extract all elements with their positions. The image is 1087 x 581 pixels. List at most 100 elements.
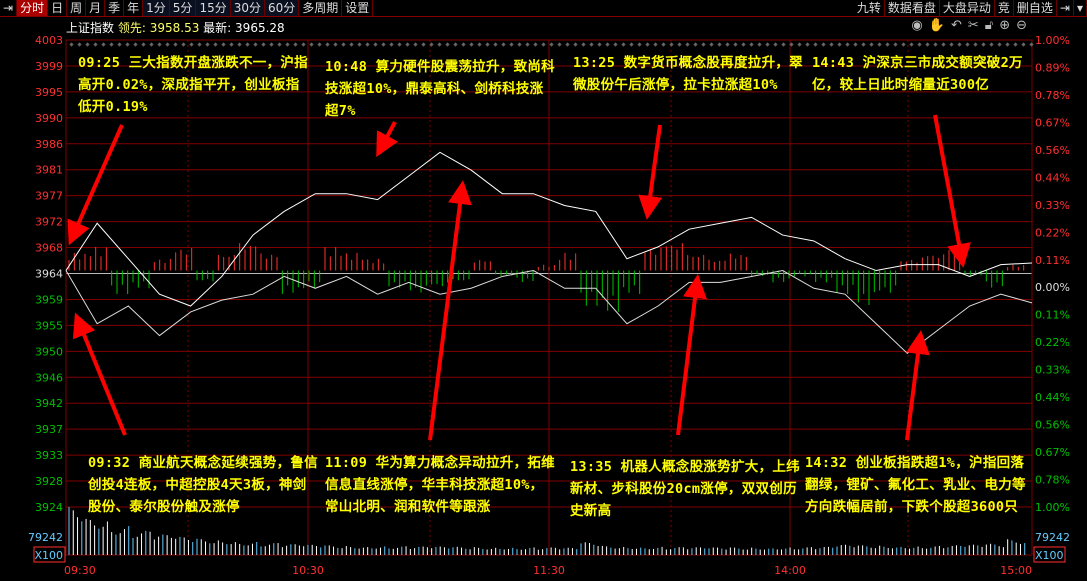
time-tick: 11:30 [533,564,565,577]
tab-settings[interactable]: 设置 [342,0,374,16]
event-marker [325,42,330,47]
pct-tick: 0.89% [1035,61,1070,74]
event-marker [981,42,986,47]
lead-label: 领先: [117,21,146,35]
expand-icon[interactable]: ⇥ [1057,0,1074,17]
tab-week[interactable]: 周 [67,0,87,16]
pct-tick: 0.78% [1035,89,1070,102]
undo-icon[interactable]: ↶ [950,18,962,33]
annotation-1335: 13:35 机器人概念股涨势扩大，上纬新材、步科股份20cm涨停，双双创历史新高 [570,459,800,519]
tab-auction[interactable]: 竞 [995,0,1014,17]
event-marker [701,42,706,47]
tab-market-alert[interactable]: 大盘异动 [940,0,995,17]
scissors-icon[interactable]: ✂ [967,18,979,33]
pct-tick: 0.33% [1035,364,1070,377]
event-marker [629,42,634,47]
annotation-1109: 11:09 华为算力概念异动拉升，拓维信息直线涨停，华丰科技涨超10%，常山北明… [325,455,555,515]
event-marker [1005,42,1010,47]
pct-tick: 0.00% [1035,281,1070,294]
tab-year[interactable]: 年 [124,0,144,16]
event-marker [221,42,226,47]
event-marker [341,42,346,47]
tab-60min[interactable]: 60分 [265,0,300,16]
zoom-in-icon[interactable]: ⊕ [999,18,1011,33]
lock-icon[interactable]: 🔓︎ [984,18,994,33]
dropdown-icon[interactable]: ▾ [1074,0,1087,17]
annotation-arrow [676,274,707,436]
tab-multi-period[interactable]: 多周期 [299,0,343,16]
price-tick: 3937 [35,423,63,436]
event-marker [133,42,138,47]
event-marker [541,42,546,47]
price-tick: 3999 [35,60,63,73]
event-marker [669,42,674,47]
event-marker [949,42,954,47]
pct-tick: 0.67% [1035,116,1070,129]
tab-1min[interactable]: 1分 [143,0,170,16]
eye-icon[interactable]: ◉ [911,18,923,33]
event-marker [293,42,298,47]
tab-5min[interactable]: 5分 [169,0,197,16]
tab-quarter[interactable]: 季 [105,0,125,16]
event-marker [573,42,578,47]
event-marker [997,42,1002,47]
event-marker [309,42,314,47]
tab-15min[interactable]: 15分 [196,0,231,16]
tab-data-board[interactable]: 数据看盘 [885,0,940,17]
event-marker [733,42,738,47]
annotation-1325: 13:25 数字货币概念股再度拉升，翠微股份午后涨停，拉卡拉涨超10% [573,55,803,93]
event-marker [973,42,978,47]
pct-tick: 0.56% [1035,419,1070,432]
time-tick: 09:30 [64,564,96,577]
price-tick: 3981 [35,164,63,177]
hand-icon[interactable]: ✋ [928,18,945,33]
back-icon[interactable]: ⇥ [0,0,18,16]
price-tick: 3924 [35,501,63,514]
event-marker [741,42,746,47]
event-marker [765,42,770,47]
event-marker [925,42,930,47]
volume-max-label: 79242 [1035,531,1070,544]
tab-30min[interactable]: 30分 [230,0,265,16]
event-marker [517,42,522,47]
event-marker [917,42,922,47]
event-marker [205,42,210,47]
event-marker [1029,42,1034,47]
price-tick: 3995 [35,86,63,99]
event-marker [621,42,626,47]
period-toolbar: ⇥ 分时 日 周 月 季 年 1分 5分 15分 30分 60分 多周期 设置 … [0,0,1087,17]
pct-tick: 0.22% [1035,336,1070,349]
lead-value: 3958.53 [149,21,200,35]
event-marker [557,42,562,47]
event-marker [149,42,154,47]
event-marker [365,42,370,47]
event-marker [893,42,898,47]
event-marker [877,42,882,47]
annotation-arrow [72,312,127,436]
event-marker [277,42,282,47]
tab-day[interactable]: 日 [48,0,68,16]
tab-nine-turn[interactable]: 九转 [854,0,885,17]
chart-tools: ◉ ✋ ↶ ✂ 🔓︎ ⊕ ⊖ [911,18,1027,33]
tab-intraday[interactable]: 分时 [17,0,49,16]
event-marker [509,42,514,47]
event-marker [469,42,474,47]
price-tick: 3990 [35,112,63,125]
pct-tick: 1.00% [1035,501,1070,514]
tab-month[interactable]: 月 [86,0,106,16]
event-marker [333,42,338,47]
event-marker [637,42,642,47]
event-marker [229,42,234,47]
time-tick: 14:00 [774,564,806,577]
volume-unit-label: X100 [1035,549,1064,562]
event-marker [69,42,74,47]
event-marker [749,42,754,47]
event-marker [437,42,442,47]
zoom-out-icon[interactable]: ⊖ [1016,18,1027,33]
event-marker [909,42,914,47]
event-marker [957,42,962,47]
tab-remove-watchlist[interactable]: 删自选 [1014,0,1057,17]
event-marker [253,42,258,47]
event-marker [605,42,610,47]
